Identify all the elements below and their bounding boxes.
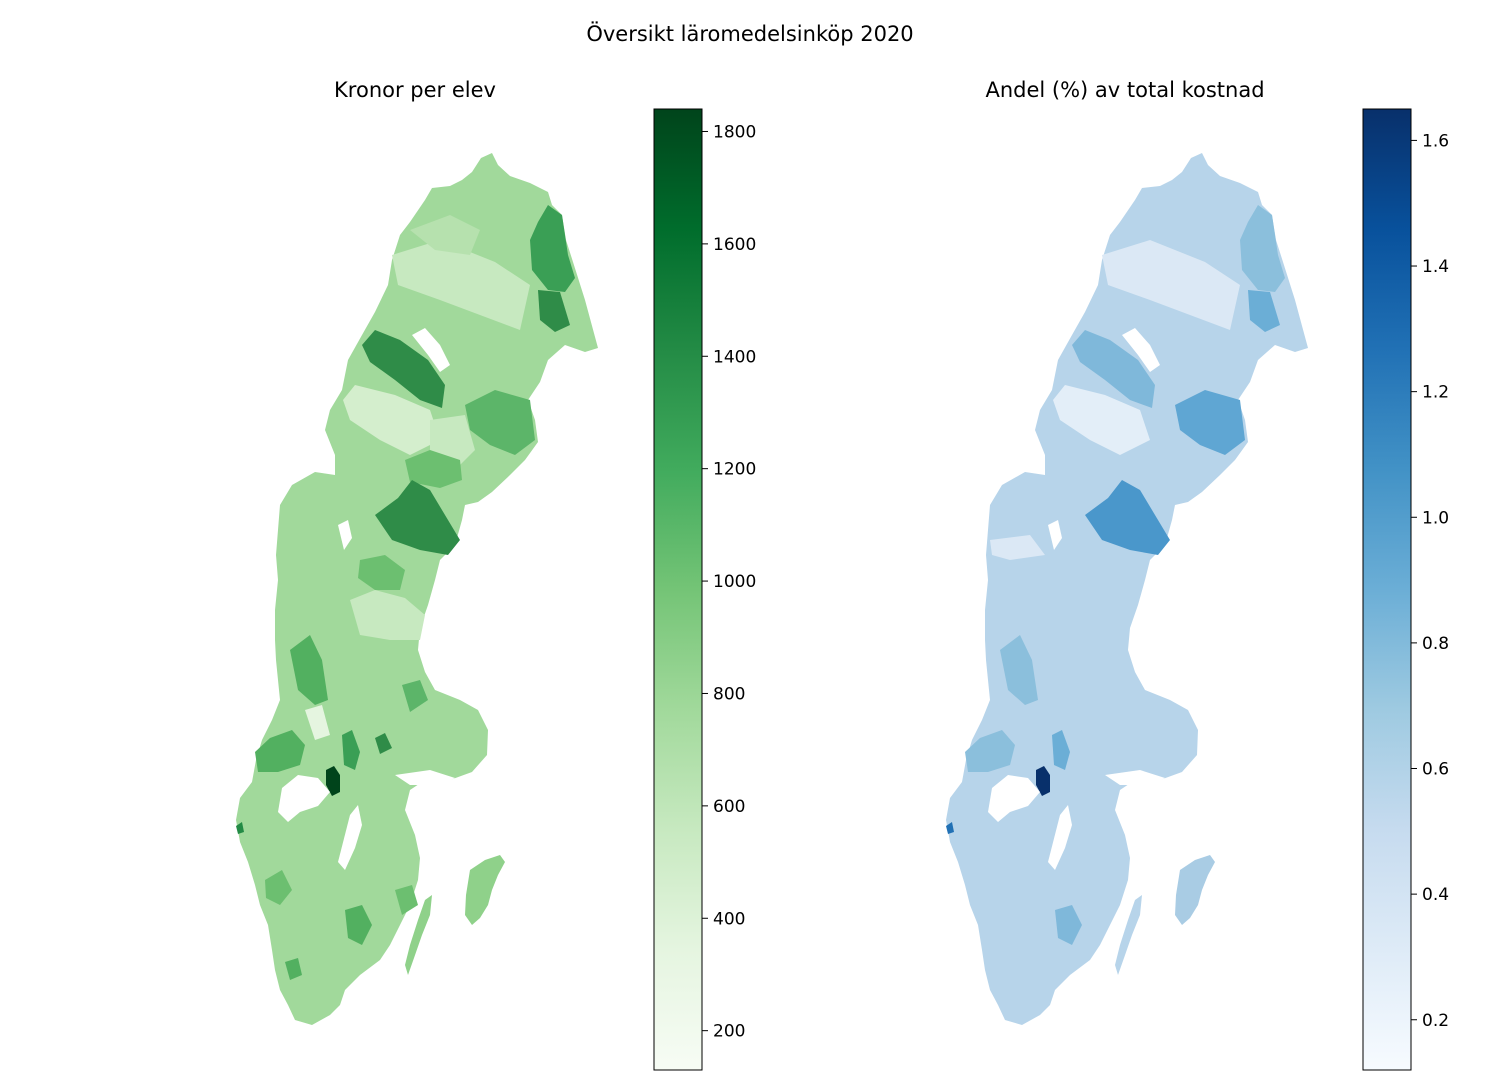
region-light-north2 — [410, 215, 480, 255]
region-jamtland-medium — [358, 555, 405, 590]
colorbar-andel-gradient — [1362, 108, 1412, 1071]
region-oland — [1115, 895, 1142, 975]
lake-malaren — [395, 770, 455, 785]
lake-vattern — [1048, 805, 1072, 870]
region-gotland — [1175, 855, 1215, 925]
colorbar-kronor-tick-label: 1600 — [713, 235, 756, 255]
colorbar-kronor-ticks: 200 400 600 800 1000 1200 1400 1600 1800 — [702, 122, 756, 1042]
region-light-middle — [1053, 385, 1150, 455]
region-smaland-medium — [1055, 905, 1082, 945]
region-jokkmokk-dark — [362, 330, 445, 408]
region-jokkmokk-medium — [1072, 330, 1155, 408]
lake-north — [412, 328, 450, 372]
region-skane-medium — [285, 958, 302, 980]
colorbar-kronor: 200 400 600 800 1000 1200 1400 1600 1800 — [653, 108, 756, 1071]
region-light-north — [1102, 240, 1240, 330]
lake-vattern — [338, 805, 362, 870]
map-kronor-per-elev — [236, 153, 598, 1025]
region-dalarna-medium — [402, 680, 428, 712]
figure-title: Översikt läromedelsinköp 2020 — [586, 22, 914, 46]
region-bergslagen-dark — [375, 733, 392, 754]
region-varmland-dark — [1052, 730, 1070, 770]
colorbar-kronor-tick-label: 800 — [713, 684, 745, 704]
region-northeast-dark — [530, 205, 575, 292]
colorbar-kronor-tick-label: 600 — [713, 797, 745, 817]
colorbar-kronor-tick-label: 1200 — [713, 460, 756, 480]
region-gotland — [465, 855, 505, 925]
region-light-west — [990, 535, 1045, 560]
region-west-medium — [1000, 635, 1038, 705]
colorbar-andel-tick-label: 1.0 — [1422, 508, 1449, 528]
region-northeast-medium — [1240, 205, 1285, 292]
lake-vanern — [988, 775, 1040, 822]
lake-vanern — [278, 775, 330, 822]
colorbar-kronor-tick-label: 1800 — [713, 122, 756, 142]
region-central-light — [350, 590, 425, 640]
colorbar-andel-tick-label: 0.2 — [1422, 1011, 1449, 1031]
region-light-middle — [343, 385, 440, 455]
colorbar-kronor-gradient — [653, 108, 703, 1071]
colorbar-andel: 0.2 0.4 0.6 0.8 1.0 1.2 1.4 1.6 — [1362, 108, 1449, 1071]
region-eastcoast-medium2 — [405, 450, 462, 488]
colorbar-andel-tick-label: 1.6 — [1422, 131, 1449, 151]
map-title-kronor: Kronor per elev — [334, 78, 496, 102]
lake-storsjon — [338, 520, 352, 550]
region-westcoast-dot — [236, 822, 244, 834]
lake-north — [1122, 328, 1160, 372]
region-light-patch — [305, 705, 330, 740]
region-varmland-dark — [342, 730, 360, 770]
lake-storsjon — [1048, 520, 1062, 550]
colorbar-kronor-tick-label: 200 — [713, 1022, 745, 1042]
region-kalmar-medium — [395, 885, 418, 915]
colorbar-kronor-tick-label: 1000 — [713, 572, 756, 592]
colorbar-andel-tick-label: 0.4 — [1422, 885, 1449, 905]
colorbar-andel-tick-label: 0.6 — [1422, 760, 1449, 780]
colorbar-kronor-tick-label: 1400 — [713, 347, 756, 367]
region-west-medium — [290, 635, 328, 705]
region-southwest-medium — [265, 870, 292, 905]
region-darkest-municipality — [1036, 766, 1050, 796]
region-varmland-medium — [965, 730, 1015, 772]
region-eastcoast-medium — [1175, 390, 1245, 455]
colorbar-andel-tick-label: 1.2 — [1422, 383, 1449, 403]
region-vasterbotten-dark — [375, 480, 460, 555]
lake-malaren — [1105, 770, 1165, 785]
region-vasterbotten-dark — [1085, 480, 1170, 555]
region-northeast-dark2 — [538, 290, 570, 332]
colorbar-andel-tick-label: 1.4 — [1422, 257, 1449, 277]
colorbar-andel-ticks: 0.2 0.4 0.6 0.8 1.0 1.2 1.4 1.6 — [1411, 131, 1449, 1031]
region-smaland-medium — [345, 905, 372, 945]
region-northeast-medium2 — [1248, 290, 1280, 332]
region-westcoast-dot — [946, 822, 954, 834]
region-varmland-medium — [255, 730, 305, 772]
colorbar-kronor-tick-label: 400 — [713, 909, 745, 929]
colorbar-andel-tick-label: 0.8 — [1422, 634, 1449, 654]
map-title-andel: Andel (%) av total kostnad — [985, 78, 1265, 102]
region-eastcoast-medium — [465, 390, 535, 455]
map-andel-total-kostnad — [946, 153, 1308, 1025]
region-light-north — [392, 240, 530, 330]
region-darkest-municipality — [326, 766, 340, 796]
